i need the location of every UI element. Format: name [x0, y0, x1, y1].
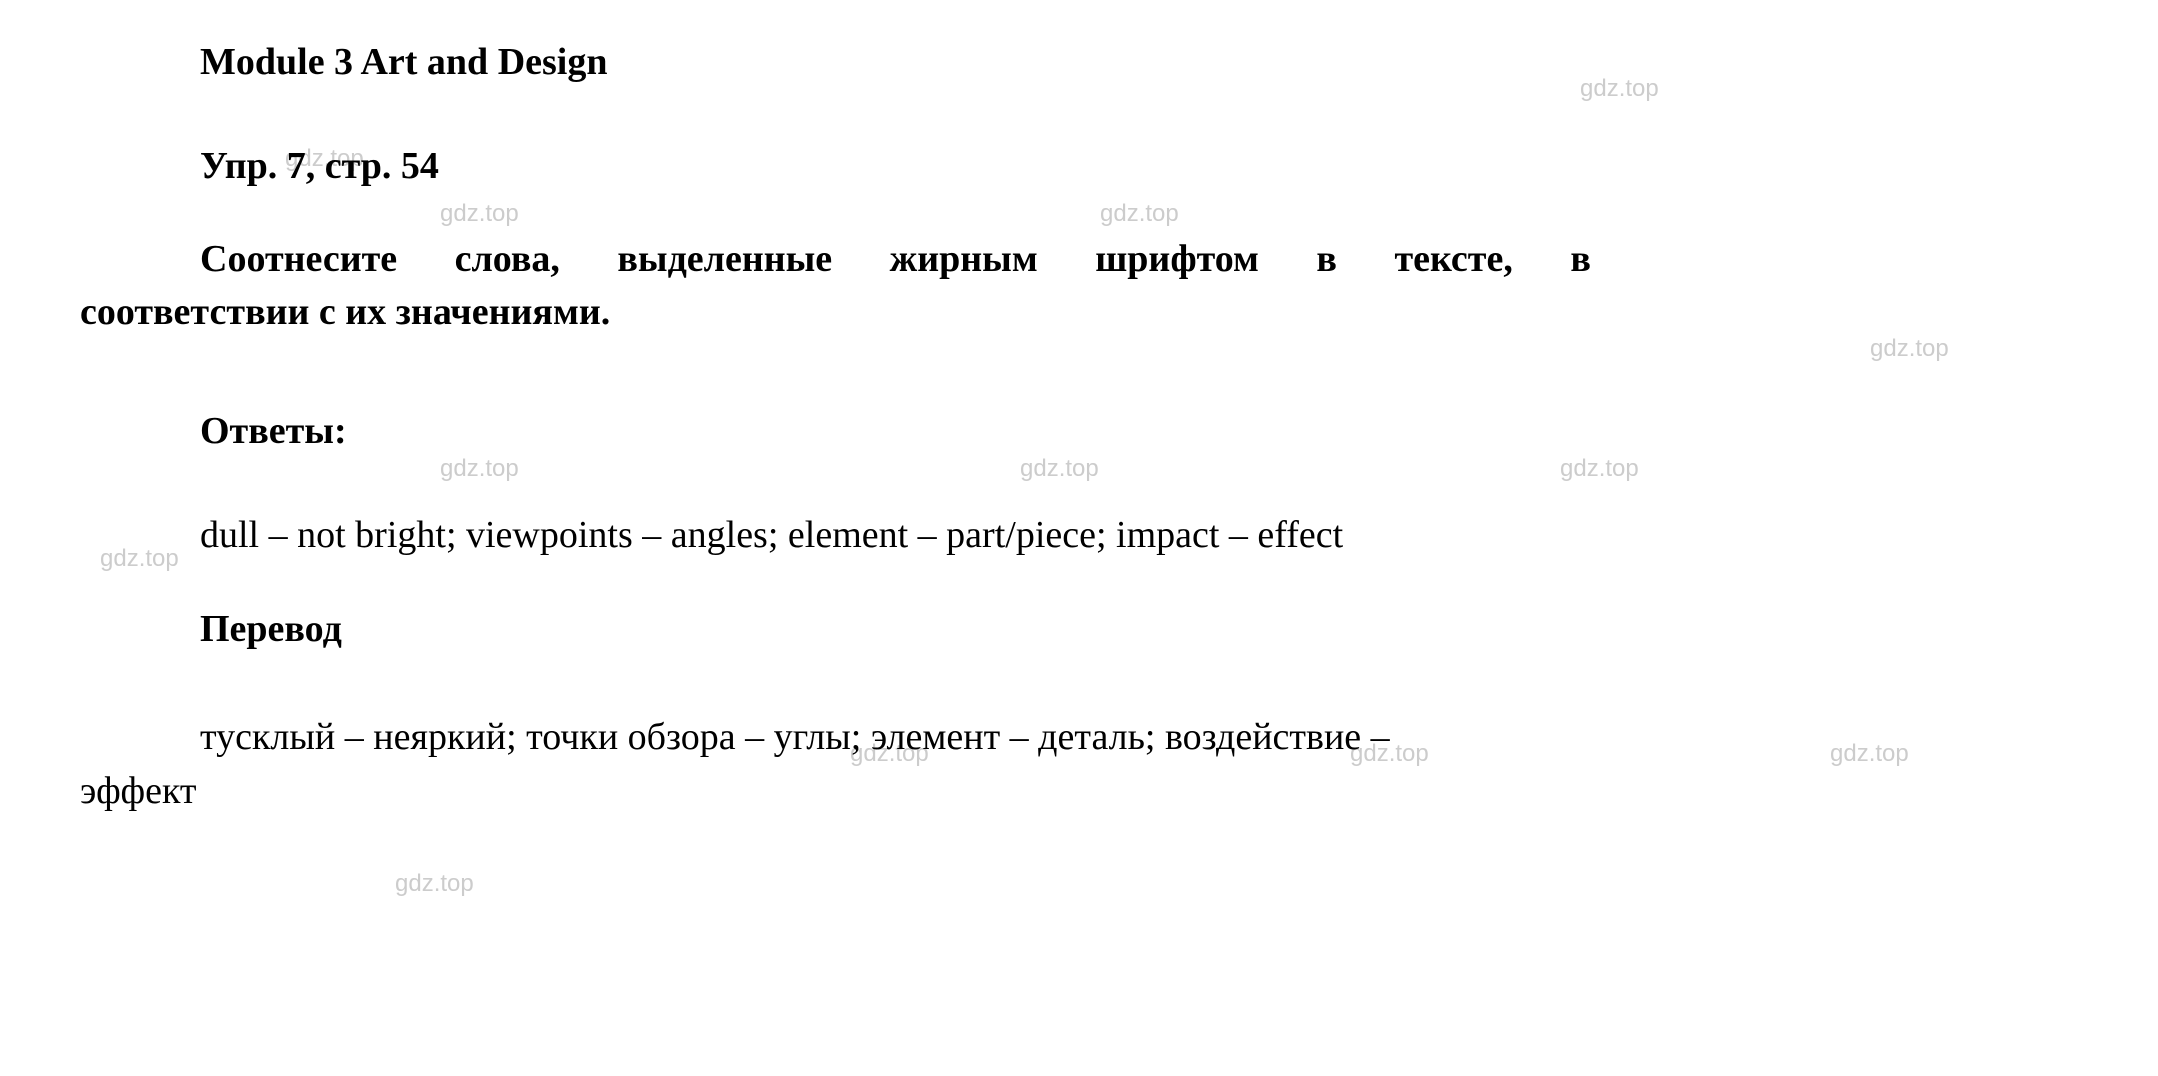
- translation-label: Перевод: [200, 607, 2078, 651]
- exercise-reference: Упр. 7, стр. 54: [200, 144, 2078, 188]
- instruction-line: соответствии с их значениями.: [80, 286, 2078, 339]
- answers-text: dull – not bright; viewpoints – angles; …: [200, 513, 2078, 557]
- answers-label: Ответы:: [200, 409, 2078, 453]
- module-title: Module 3 Art and Design: [200, 40, 2078, 84]
- instruction-text: Соотнесите слова, выделенные жирным шриф…: [80, 233, 2078, 339]
- translation-line: эффект: [80, 765, 2078, 818]
- translation-text: тусклый – неяркий; точки обзора – углы; …: [80, 711, 2078, 817]
- translation-line: тусклый – неяркий; точки обзора – углы; …: [200, 711, 2078, 764]
- instruction-line: Соотнесите слова, выделенные жирным шриф…: [200, 233, 2078, 286]
- watermark: gdz.top: [395, 870, 474, 898]
